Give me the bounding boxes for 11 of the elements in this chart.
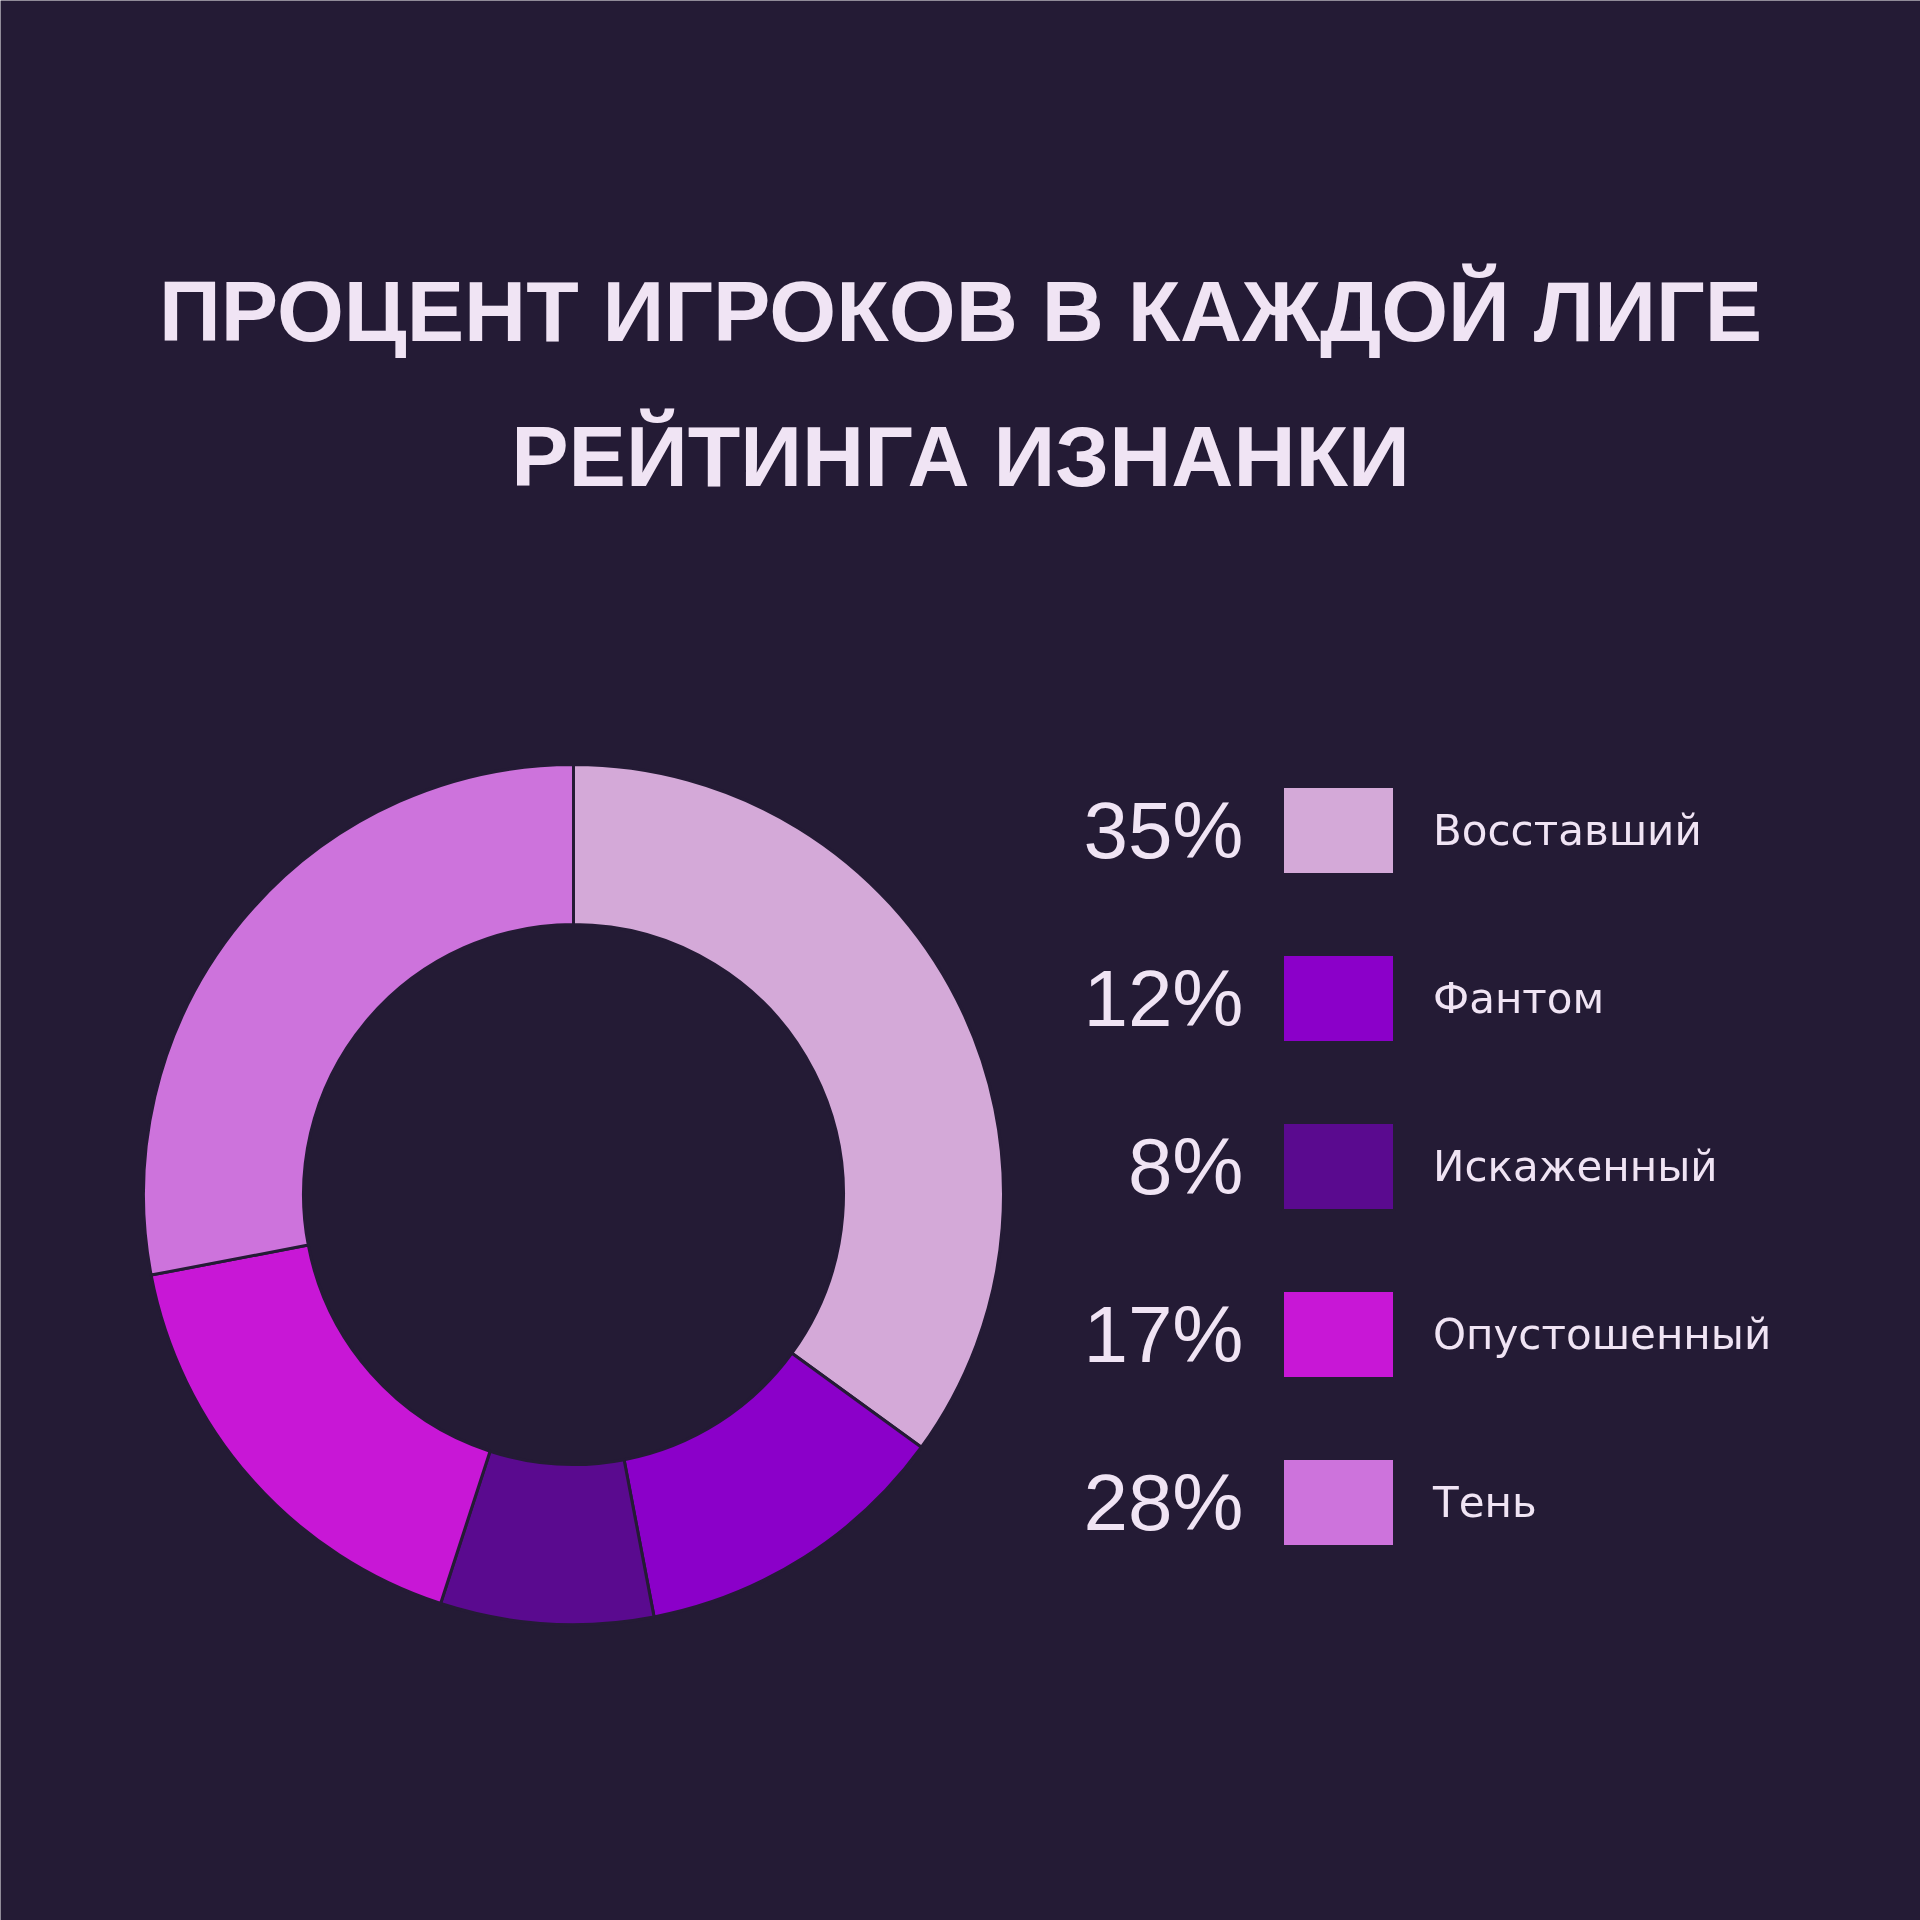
data-label: 8% [1127, 1122, 1244, 1211]
data-label: 35% [1083, 786, 1244, 875]
legend-label: Тень [1433, 1477, 1537, 1527]
data-label: 17% [1083, 1290, 1244, 1379]
data-label: 28% [1083, 1458, 1244, 1547]
legend-label: Фантом [1433, 973, 1605, 1023]
legend-label: Восставший [1433, 805, 1702, 855]
data-label: 12% [1083, 954, 1244, 1043]
legend-label: Опустошенный [1433, 1309, 1772, 1359]
legend-label: Искаженный [1433, 1141, 1718, 1191]
chart-title: ПРОЦЕНТ ИГРОКОВ В КАЖДОЙ ЛИГЕ РЕЙТИНГА ИЗНАНКИ [158, 262, 1763, 504]
